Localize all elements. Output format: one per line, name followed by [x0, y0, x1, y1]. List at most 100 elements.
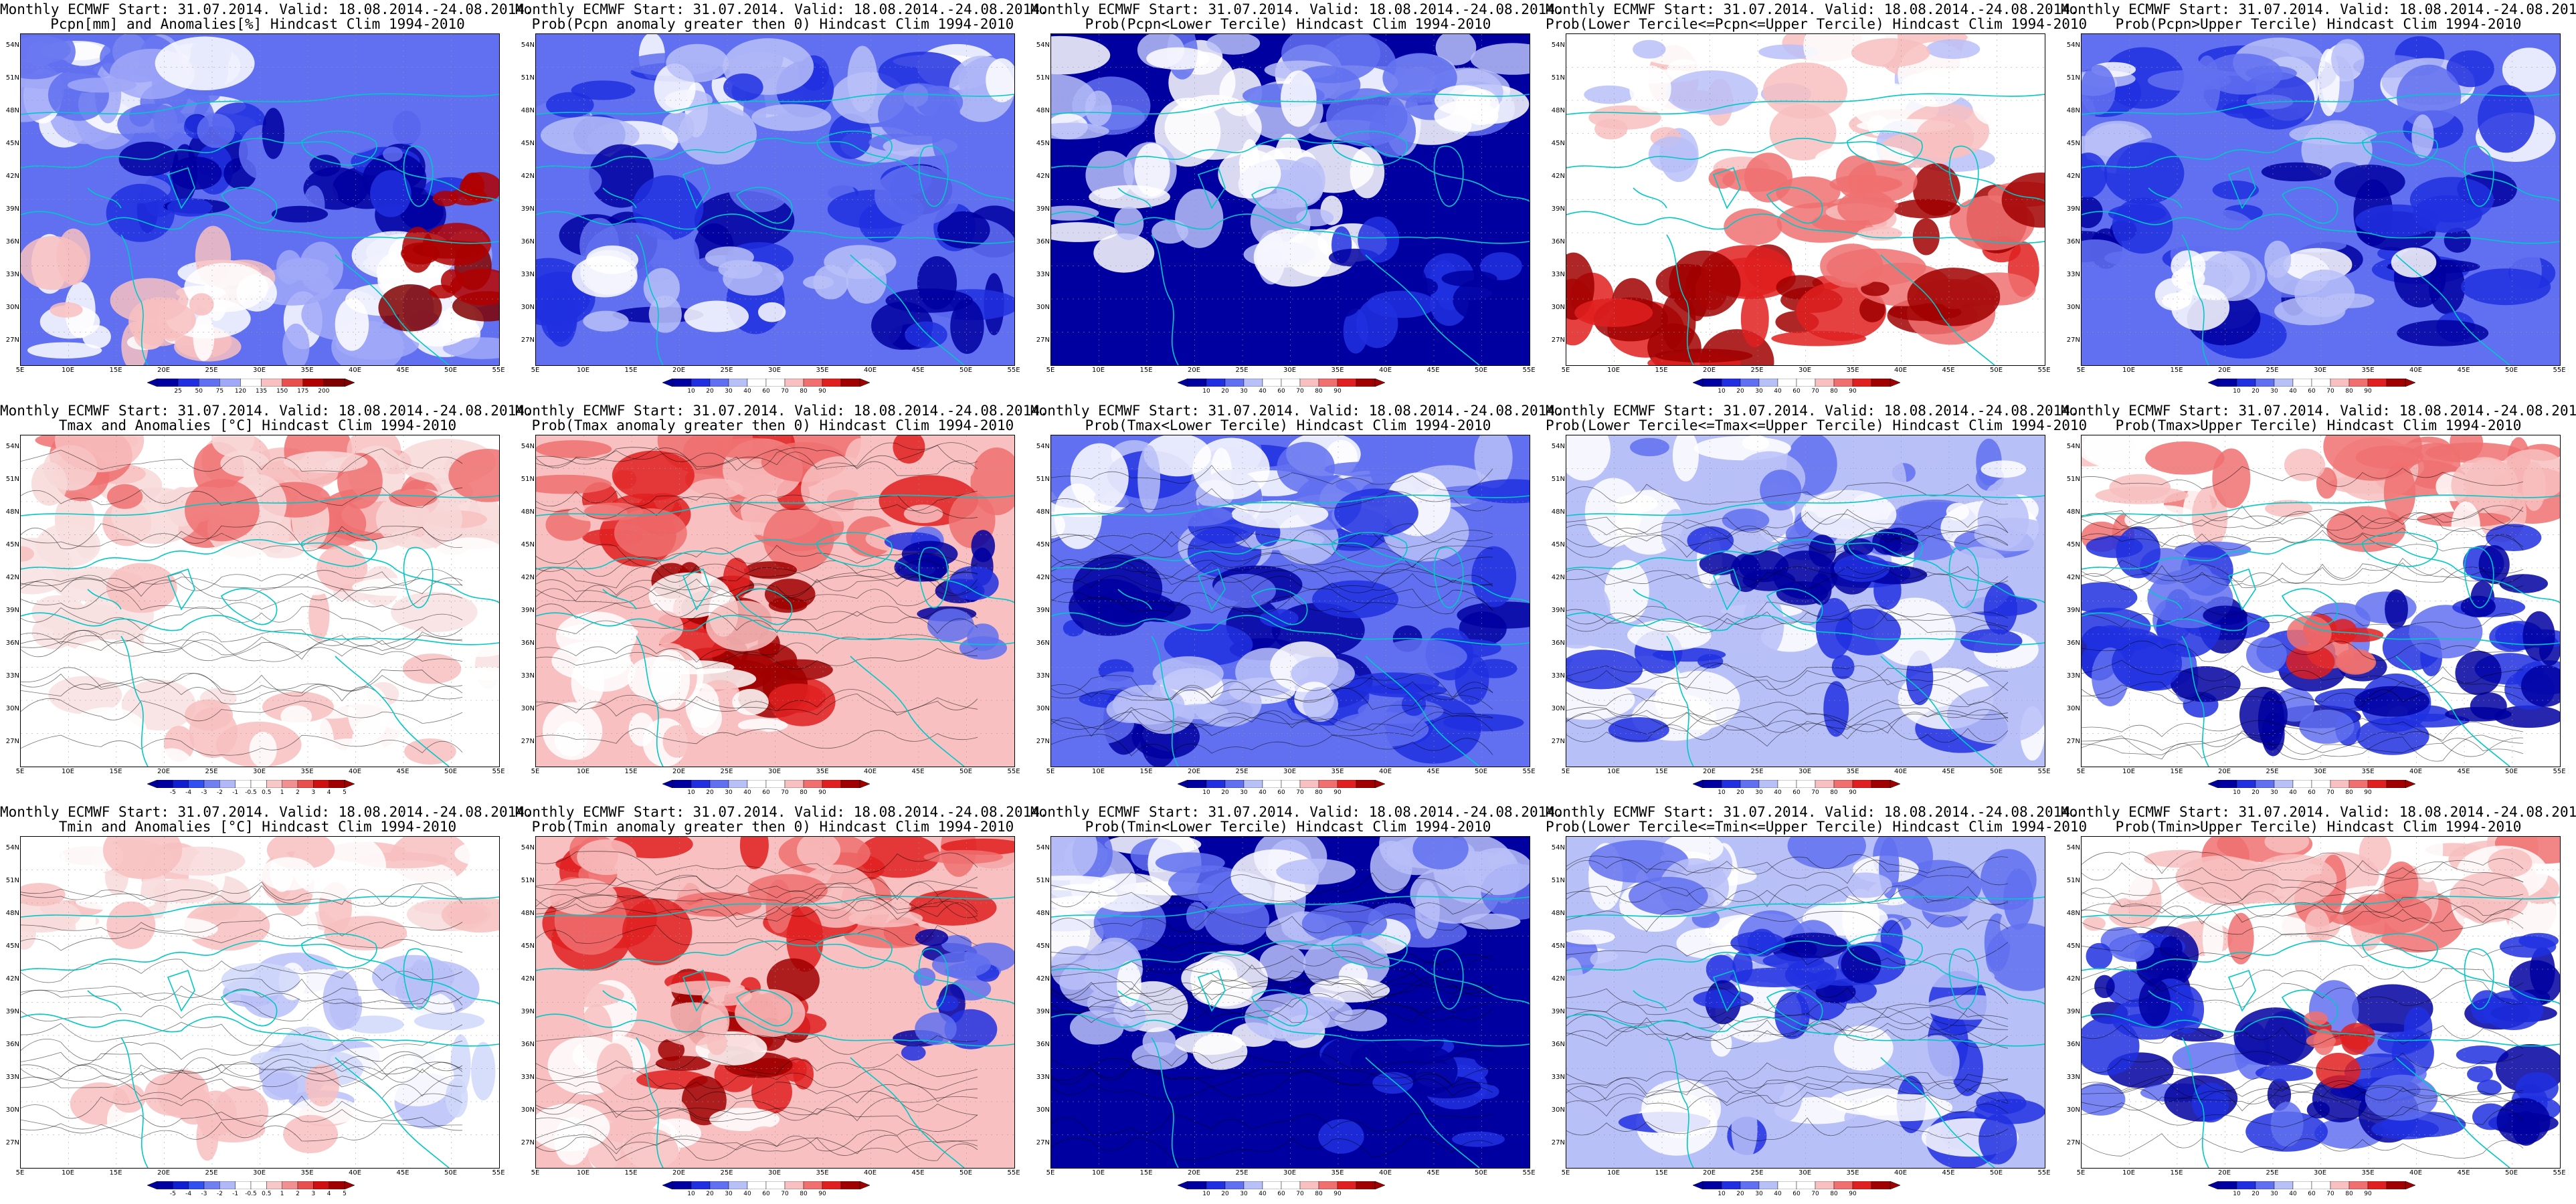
- longitude-label: 35E: [2361, 367, 2375, 374]
- longitude-label: 20E: [2217, 768, 2231, 775]
- latitude-label: 45N: [1036, 140, 1050, 147]
- colorbar-labels: 10 20 30 40 60 70 80 90: [2208, 388, 2415, 396]
- longitude-label: 20E: [672, 1169, 686, 1177]
- latitude-label: 39N: [1551, 607, 1565, 614]
- longitude-label: 5E: [1046, 1169, 1055, 1177]
- longitude-label: 50E: [1989, 367, 2003, 374]
- colorbar-segment: [1262, 1181, 1282, 1189]
- colorbar: [1693, 780, 1900, 788]
- latitude-label: 39N: [521, 205, 535, 213]
- panel-title-line2: Pcpn[mm] and Anomalies[%] Hindcast Clim …: [50, 16, 465, 32]
- latitude-label: 54N: [1036, 443, 1050, 450]
- latitude-label: 33N: [521, 672, 535, 680]
- colorbar-tick-label: 20: [1736, 1191, 1744, 1197]
- colorbar-segment: [1318, 1181, 1338, 1189]
- colorbar-segment: [235, 1181, 252, 1189]
- latitude-label: 36N: [5, 238, 19, 245]
- latitude-label: 42N: [5, 574, 19, 581]
- latitude-label: 36N: [521, 238, 535, 245]
- colorbar-tick-label: 5: [343, 789, 347, 796]
- colorbar-segment: [1815, 379, 1835, 387]
- latitude-label: 30N: [1551, 304, 1565, 311]
- latitude-label: 33N: [2066, 672, 2080, 680]
- latitude-label: 51N: [1036, 877, 1050, 884]
- latitude-label: 36N: [1036, 1041, 1050, 1048]
- latitude-label: 27N: [521, 1139, 535, 1146]
- latitude-label: 45N: [1551, 541, 1565, 548]
- colorbar-arrow-right: [1374, 1181, 1385, 1189]
- longitude-label: 35E: [300, 367, 314, 374]
- latitude-label: 48N: [1551, 107, 1565, 114]
- longitude-label: 30E: [2313, 1169, 2327, 1177]
- longitude-label: 5E: [2076, 768, 2086, 775]
- colorbar-arrow-right: [1374, 379, 1385, 387]
- colorbar-segment: [1758, 1181, 1778, 1189]
- colorbar-segment: [2386, 780, 2406, 788]
- colorbar-segment: [1299, 780, 1319, 788]
- latitude-label: 30N: [1551, 705, 1565, 712]
- colorbar-segment: [157, 1181, 173, 1189]
- longitude-label: 40E: [863, 367, 877, 374]
- colorbar-segment: [2217, 780, 2237, 788]
- latitude-label: 45N: [521, 942, 535, 950]
- latitude-label: 30N: [521, 705, 535, 712]
- longitude-label: 15E: [1139, 367, 1153, 374]
- longitude-label: 35E: [1846, 768, 1859, 775]
- latitude-label: 51N: [5, 476, 19, 483]
- longitude-label: 10E: [61, 1169, 75, 1177]
- longitude-label: 25E: [2266, 367, 2279, 374]
- colorbar-tick-label: 90: [1849, 789, 1857, 796]
- panel-title-line2: Prob(Tmax<Lower Tercile) Hindcast Clim 1…: [1085, 417, 1491, 433]
- longitude-label: 35E: [1331, 1169, 1344, 1177]
- latitude-label: 30N: [2066, 1106, 2080, 1114]
- colorbar-segment: [1187, 780, 1207, 788]
- panel-title-line2: Prob(Pcpn<Lower Tercile) Hindcast Clim 1…: [1085, 16, 1491, 32]
- panel-title-line1: Monthly ECMWF Start: 31.07.2014. Valid: …: [1030, 403, 1564, 419]
- colorbar-tick-label: 1: [280, 789, 284, 796]
- colorbar-segment: [2311, 379, 2331, 387]
- map-panel: Monthly ECMWF Start: 31.07.2014. Valid: …: [1030, 803, 1564, 1204]
- latitude-label: 36N: [521, 639, 535, 647]
- latitude-label: 30N: [521, 1106, 535, 1114]
- latitude-label: 48N: [1036, 508, 1050, 516]
- colorbar-arrow-right: [859, 780, 870, 788]
- colorbar-segment: [747, 1181, 767, 1189]
- colorbar-arrow-left: [1178, 1181, 1188, 1189]
- colorbar-tick-label: 90: [1333, 388, 1342, 395]
- latitude-label: 36N: [1551, 639, 1565, 647]
- longitude-label: 45E: [396, 367, 409, 374]
- map-field: [20, 435, 500, 767]
- colorbar-tick-label: 80: [1315, 789, 1323, 796]
- colorbar-tick-label: 30: [1240, 789, 1248, 796]
- latitude-label: 33N: [5, 1074, 19, 1081]
- longitude-label: 45E: [911, 367, 925, 374]
- panel-title-line2: Prob(Lower Tercile<=Pcpn<=Upper Tercile)…: [1546, 16, 2088, 32]
- latitude-label: 42N: [1036, 574, 1050, 581]
- map-panel: Monthly ECMWF Start: 31.07.2014. Valid: …: [515, 803, 1048, 1204]
- map-panel: Monthly ECMWF Start: 31.07.2014. Valid: …: [2061, 803, 2576, 1204]
- longitude-label: 15E: [624, 1169, 638, 1177]
- latitude-label: 27N: [1036, 1139, 1050, 1146]
- longitude-label: 20E: [157, 1169, 171, 1177]
- colorbar: [147, 1181, 355, 1189]
- longitude-label: 40E: [1378, 367, 1392, 374]
- colorbar-segment: [1815, 1181, 1835, 1189]
- longitude-label: 5E: [2076, 1169, 2086, 1177]
- longitude-label: 10E: [2122, 1169, 2136, 1177]
- colorbar-segment: [2274, 1181, 2294, 1189]
- latitude-label: 39N: [1036, 607, 1050, 614]
- latitude-label: 27N: [1036, 738, 1050, 745]
- longitude-label: 45E: [2457, 367, 2470, 374]
- colorbar-segment: [1777, 379, 1797, 387]
- longitude-label: 10E: [1606, 367, 1621, 374]
- colorbar-segment: [2349, 1181, 2369, 1189]
- colorbar-segment: [1206, 780, 1226, 788]
- colorbar-segment: [2311, 1181, 2331, 1189]
- latitude-label: 42N: [1551, 574, 1565, 581]
- colorbar-tick-label: 80: [1315, 1191, 1323, 1197]
- latitude-label: 33N: [5, 672, 19, 680]
- colorbar-tick-label: 70: [1811, 789, 1819, 796]
- longitude-label: 35E: [816, 367, 829, 374]
- latitude-label: 33N: [1036, 1074, 1050, 1081]
- colorbar: [662, 1181, 870, 1189]
